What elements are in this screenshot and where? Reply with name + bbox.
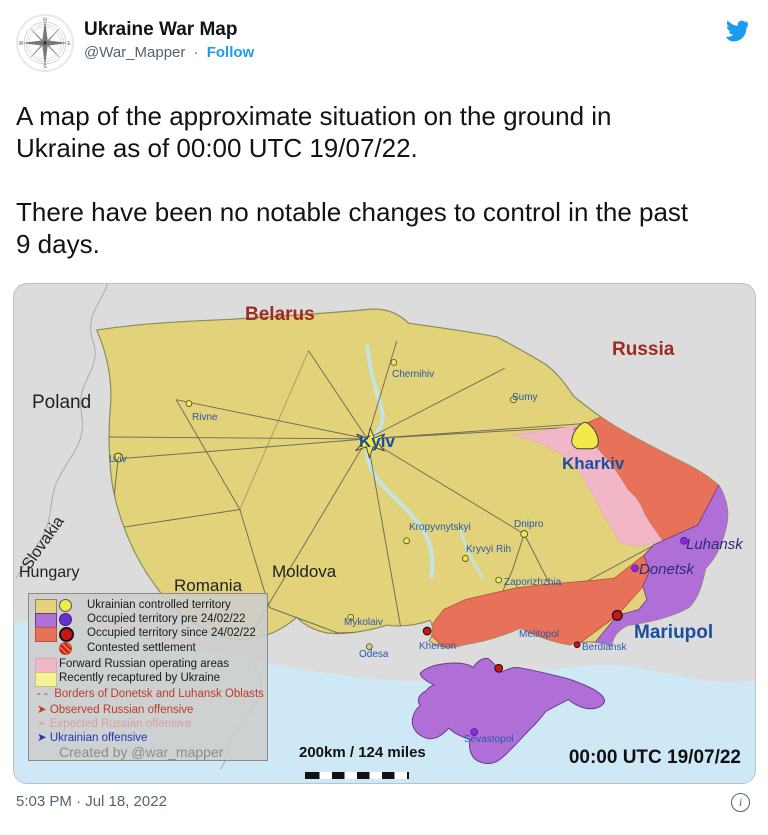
- svg-text:W: W: [19, 41, 24, 47]
- svg-text:N: N: [43, 18, 47, 24]
